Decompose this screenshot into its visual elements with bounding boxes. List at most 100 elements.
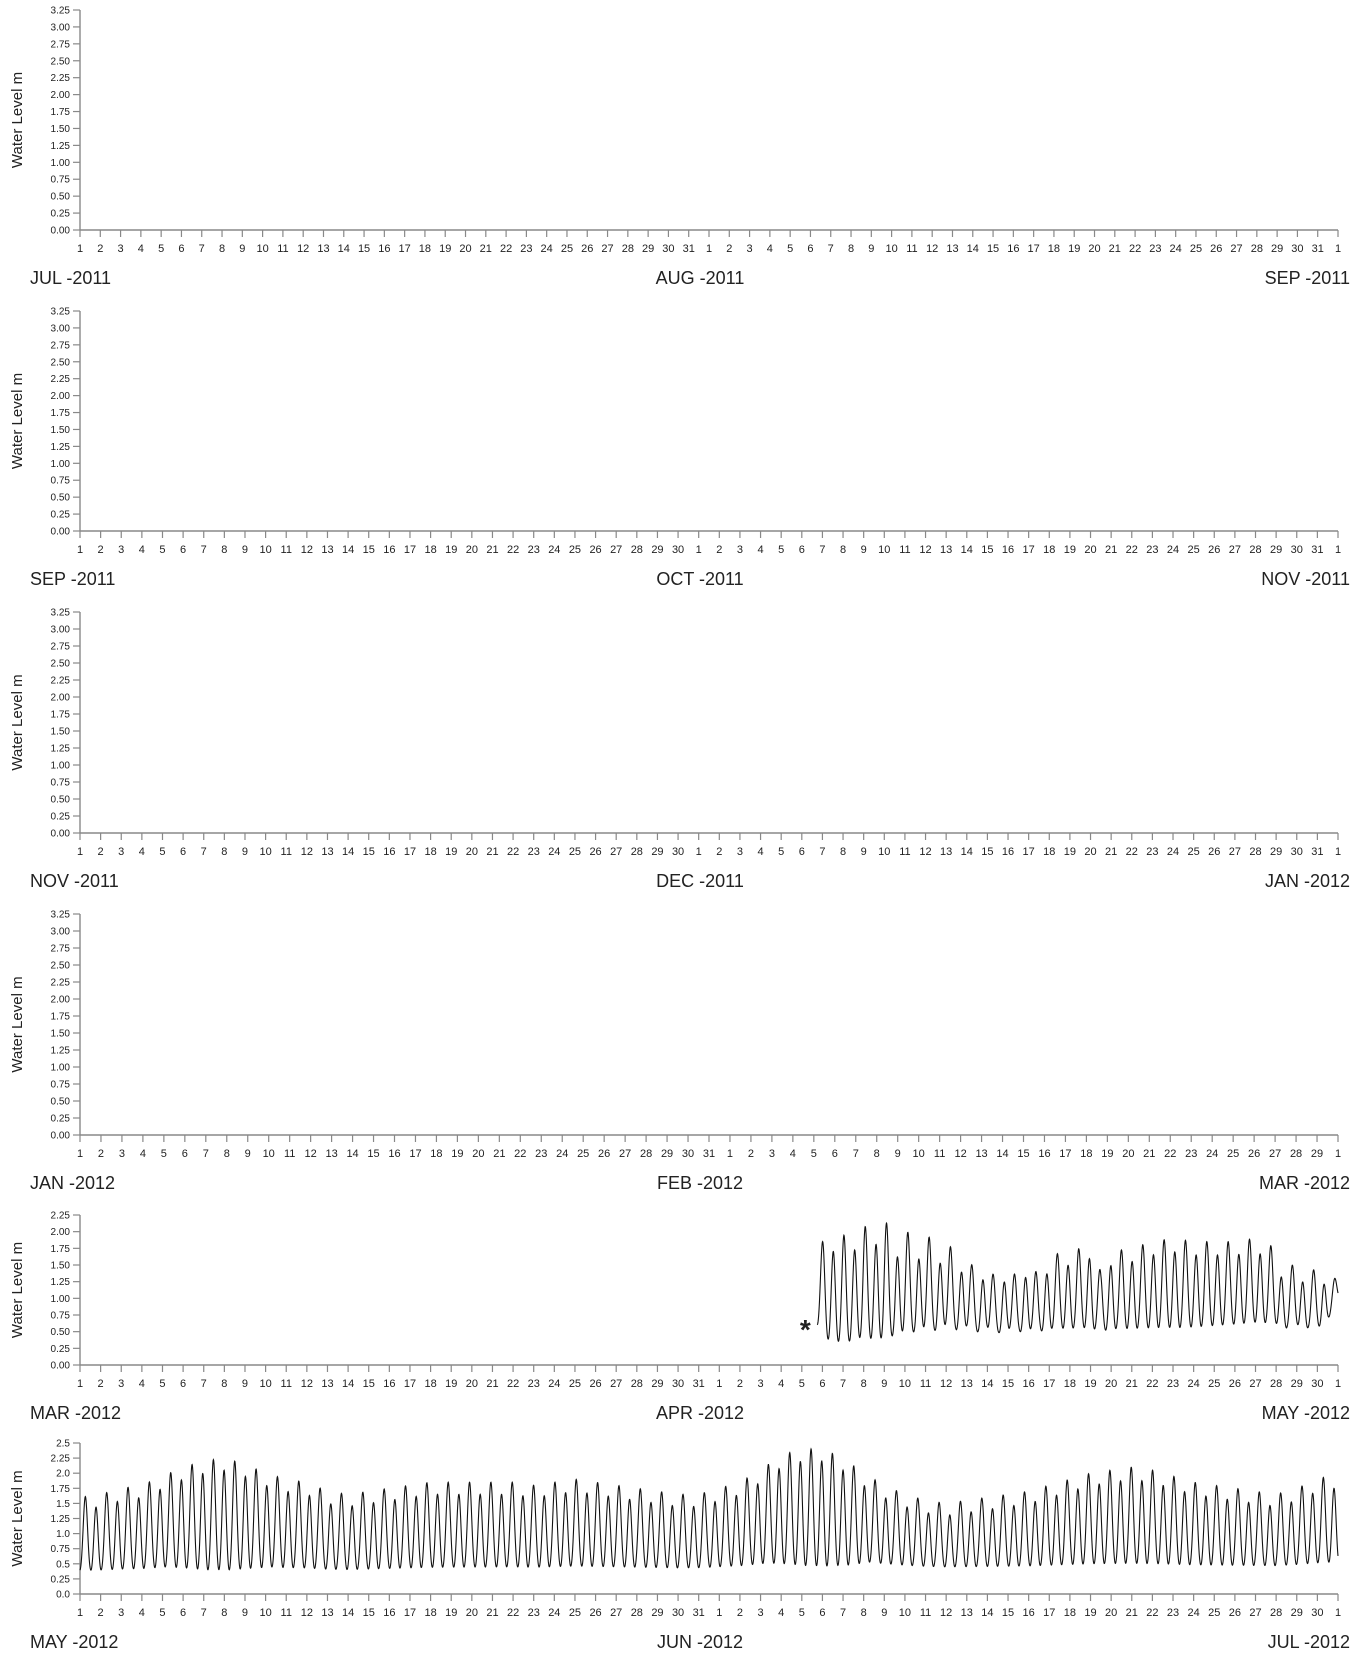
- y-tick-label: 2.75: [51, 944, 71, 955]
- x-tick-label: 1: [716, 1378, 722, 1390]
- x-tick-label: 19: [1064, 846, 1076, 858]
- x-tick-label: 23: [520, 243, 532, 255]
- x-tick-label: 4: [767, 243, 773, 255]
- x-tick-label: 19: [445, 846, 457, 858]
- x-tick-label: 6: [178, 243, 184, 255]
- month-label-start: MAR -2012: [30, 1403, 121, 1423]
- x-tick-label: 22: [514, 1148, 526, 1160]
- x-tick-label: 21: [486, 544, 498, 556]
- x-tick-label: 1: [77, 544, 83, 556]
- x-tick-label: 27: [601, 243, 613, 255]
- x-tick-label: 30: [1291, 544, 1303, 556]
- x-tick-label: 4: [138, 243, 144, 255]
- x-tick-label: 13: [321, 1378, 333, 1390]
- x-tick-label: 18: [1080, 1148, 1092, 1160]
- x-tick-label: 19: [1064, 544, 1076, 556]
- x-tick-label: 27: [619, 1148, 631, 1160]
- x-tick-label: 7: [201, 846, 207, 858]
- y-tick-label: 3.00: [51, 22, 71, 33]
- x-tick-label: 29: [1291, 1607, 1303, 1619]
- x-tick-label: 10: [885, 243, 897, 255]
- y-tick-label: 1.00: [51, 1294, 71, 1305]
- x-tick-label: 14: [961, 544, 973, 556]
- x-tick-label: 12: [940, 1607, 952, 1619]
- y-axis-label: Water Level m: [9, 674, 26, 770]
- x-tick-label: 24: [548, 1607, 560, 1619]
- x-tick-label: 9: [861, 846, 867, 858]
- x-tick-label: 10: [899, 1378, 911, 1390]
- x-tick-label: 6: [819, 1378, 825, 1390]
- y-tick-label: 0.50: [51, 1327, 71, 1338]
- x-tick-label: 22: [1126, 544, 1138, 556]
- x-tick-label: 8: [840, 544, 846, 556]
- x-tick-label: 28: [622, 243, 634, 255]
- x-tick-label: 9: [242, 544, 248, 556]
- x-tick-label: 2: [98, 1148, 104, 1160]
- x-tick-label: 4: [139, 846, 145, 858]
- y-tick-label: 2.00: [51, 90, 71, 101]
- x-tick-label: 17: [1028, 243, 1040, 255]
- x-tick-label: 13: [321, 544, 333, 556]
- x-tick-label: 24: [548, 1378, 560, 1390]
- month-label-start: MAY -2012: [30, 1632, 118, 1652]
- y-tick-label: 1.50: [51, 1029, 71, 1040]
- x-tick-label: 24: [1170, 243, 1182, 255]
- x-tick-label: 1: [77, 243, 83, 255]
- y-tick-label: 2.25: [51, 1211, 71, 1222]
- x-tick-label: 8: [221, 1607, 227, 1619]
- x-tick-label: 28: [1251, 243, 1263, 255]
- x-tick-label: 2: [726, 243, 732, 255]
- y-tick-label: 3.25: [51, 307, 71, 318]
- x-tick-label: 27: [1249, 1378, 1261, 1390]
- x-tick-label: 26: [589, 846, 601, 858]
- x-tick-label: 2: [98, 1378, 104, 1390]
- x-tick-label: 30: [662, 243, 674, 255]
- month-label-middle: OCT -2011: [656, 569, 743, 589]
- x-tick-label: 26: [1208, 846, 1220, 858]
- x-tick-label: 4: [778, 1378, 784, 1390]
- x-tick-label: 5: [799, 1607, 805, 1619]
- x-tick-label: 22: [507, 1607, 519, 1619]
- x-tick-label: 26: [581, 243, 593, 255]
- water-level-series-1: [79, 1447, 1339, 1571]
- x-tick-label: 3: [737, 544, 743, 556]
- x-tick-label: 27: [1269, 1148, 1281, 1160]
- x-tick-label: 7: [840, 1378, 846, 1390]
- y-tick-label: 1.75: [51, 1244, 71, 1255]
- x-tick-label: 14: [981, 1378, 993, 1390]
- x-tick-label: 12: [940, 1378, 952, 1390]
- chart-panel-2: 0.00 0.25 0.50 0.75 1.00 1.25 1.50 1.75 2.00 2.25…: [9, 307, 1350, 590]
- y-tick-label: 1.25: [51, 1046, 71, 1057]
- y-tick-label: 2.0: [56, 1469, 70, 1480]
- x-tick-label: 11: [920, 1378, 931, 1390]
- x-tick-label: 6: [819, 1607, 825, 1619]
- x-tick-label: 14: [338, 243, 350, 255]
- x-tick-label: 5: [811, 1148, 817, 1160]
- x-tick-label: 24: [548, 846, 560, 858]
- x-tick-label: 2: [98, 1607, 104, 1619]
- x-tick-label: 12: [301, 1607, 313, 1619]
- x-tick-label: 7: [819, 846, 825, 858]
- x-tick-label: 11: [281, 1378, 292, 1390]
- x-tick-label: 25: [569, 1607, 581, 1619]
- x-tick-label: 25: [561, 243, 573, 255]
- x-tick-label: 24: [1167, 544, 1179, 556]
- x-tick-label: 7: [853, 1148, 859, 1160]
- x-tick-label: 20: [1122, 1148, 1134, 1160]
- x-tick-label: 9: [881, 1607, 887, 1619]
- y-tick-label: 0.50: [51, 795, 71, 806]
- x-tick-label: 4: [757, 544, 763, 556]
- x-tick-label: 28: [631, 544, 643, 556]
- x-tick-label: 11: [899, 544, 910, 556]
- y-tick-label: 0.00: [51, 1131, 71, 1142]
- y-tick-label: 1.00: [51, 158, 71, 169]
- x-tick-label: 3: [757, 1378, 763, 1390]
- x-tick-label: 3: [118, 1378, 124, 1390]
- x-tick-label: 16: [388, 1148, 400, 1160]
- x-tick-label: 25: [1208, 1607, 1220, 1619]
- x-tick-label: 19: [1084, 1607, 1096, 1619]
- y-tick-label: 2.00: [51, 1227, 71, 1238]
- x-tick-label: 9: [881, 1378, 887, 1390]
- x-tick-label: 15: [1002, 1607, 1014, 1619]
- x-tick-label: 29: [651, 544, 663, 556]
